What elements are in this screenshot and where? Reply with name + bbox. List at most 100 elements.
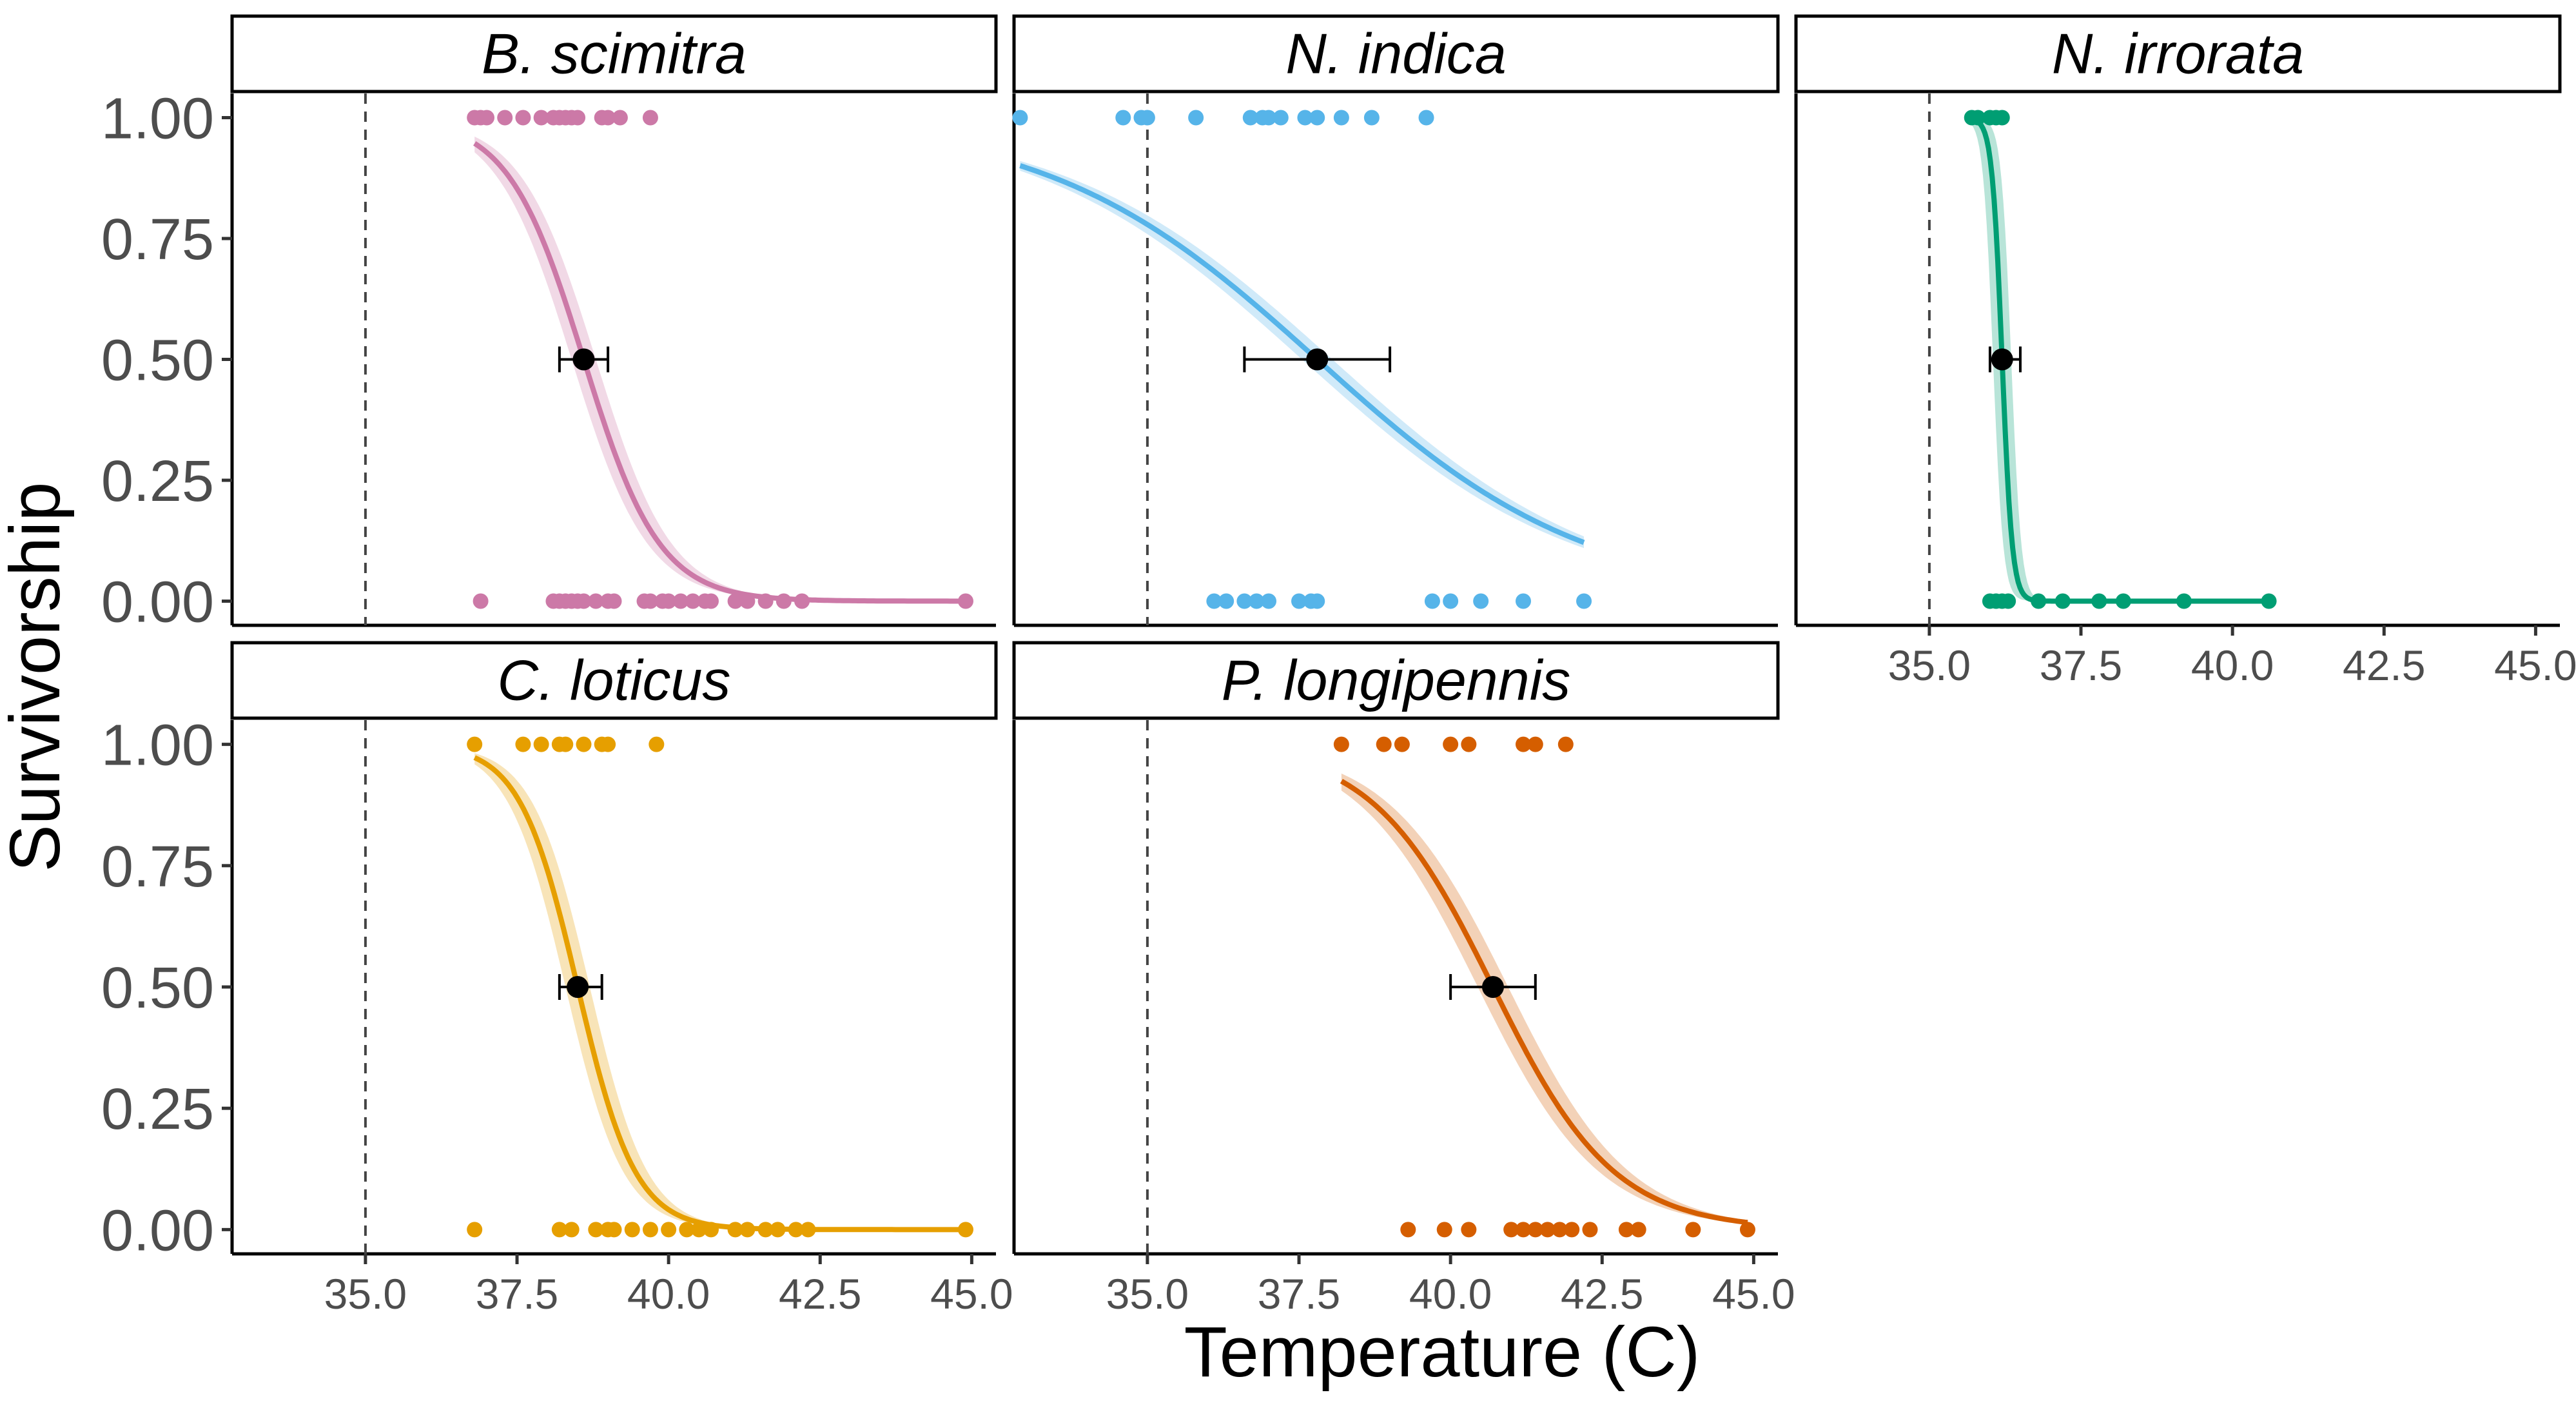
data-point-survived: [1012, 110, 1028, 126]
x-tick-label: 40.0: [1409, 1270, 1492, 1318]
data-point-died: [2176, 593, 2192, 609]
data-point-died: [588, 593, 604, 609]
data-point-died: [1539, 1222, 1556, 1238]
fit-curve: [1019, 163, 1585, 545]
y-tick-label: 0.50: [101, 956, 214, 1020]
data-point-survived: [558, 736, 574, 752]
data-point-survived: [1261, 110, 1276, 126]
y-tick-label: 1.00: [101, 87, 214, 151]
facet-panel: N. irrorata 35.0 37.5 40.0 42.5 45.0: [1794, 14, 2576, 689]
data-point-died: [770, 1222, 786, 1238]
data-point-died: [703, 1222, 719, 1238]
facet-strip: [230, 14, 998, 93]
confidence-band: [474, 753, 966, 1230]
data-point-died: [1685, 1222, 1701, 1238]
data-point-died: [2115, 593, 2131, 609]
data-point-died: [727, 593, 743, 609]
x-tick-label: 45.0: [930, 1270, 1013, 1318]
data-point-survived: [642, 110, 658, 126]
confidence-band: [1341, 773, 1748, 1224]
data-point-died: [2054, 593, 2071, 609]
midpoint-marker: [572, 348, 595, 371]
data-point-survived: [1443, 736, 1459, 752]
data-point-died: [576, 593, 592, 609]
midpoint-marker: [567, 976, 589, 998]
data-point-died: [757, 1222, 774, 1238]
data-point-survived: [1139, 110, 1155, 126]
data-point-survived: [1333, 736, 1349, 752]
facet-panel: N. indica: [1012, 14, 1780, 627]
data-point-survived: [515, 110, 531, 126]
facet-title: N. irrorata: [2052, 22, 2304, 86]
data-point-died: [794, 593, 810, 609]
data-point-died: [1249, 593, 1265, 609]
facet-strip: [1012, 14, 1780, 93]
data-point-died: [1473, 593, 1489, 609]
x-tick-label: 42.5: [1561, 1270, 1643, 1318]
data-point-died: [588, 1222, 604, 1238]
data-point-survived: [1461, 736, 1477, 752]
x-tick-label: 45.0: [2494, 641, 2576, 689]
data-point-died: [739, 593, 756, 609]
data-point-died: [727, 1222, 743, 1238]
data-point-survived: [1376, 736, 1392, 752]
data-point-survived: [1970, 110, 1986, 126]
data-point-died: [467, 1222, 483, 1238]
midpoint-marker: [1991, 348, 2013, 371]
data-point-died: [1424, 593, 1440, 609]
data-point-died: [776, 593, 792, 609]
x-tick-label: 40.0: [627, 1270, 710, 1318]
data-point-died: [2031, 593, 2047, 609]
data-point-survived: [1557, 736, 1574, 752]
data-point-died: [1582, 1222, 1598, 1238]
data-point-died: [1576, 593, 1592, 609]
data-point-survived: [612, 110, 628, 126]
facet-title: B. scimitra: [482, 22, 746, 86]
data-point-died: [1291, 593, 1307, 609]
fit-curve: [473, 141, 966, 604]
data-point-died: [1400, 1222, 1416, 1238]
facet-strip: [1012, 641, 1780, 720]
data-point-died: [642, 1222, 658, 1238]
data-point-survived: [1516, 736, 1531, 752]
data-point-survived: [576, 736, 592, 752]
data-point-died: [1436, 1222, 1452, 1238]
y-tick-label: 0.25: [101, 449, 214, 514]
data-point-died: [2091, 593, 2107, 609]
data-point-survived: [1418, 110, 1434, 126]
data-point-died: [1739, 1222, 1755, 1238]
data-point-died: [685, 593, 701, 609]
data-point-survived: [1363, 110, 1380, 126]
data-point-died: [624, 1222, 640, 1238]
data-point-died: [473, 593, 489, 609]
data-point-died: [1218, 593, 1234, 609]
data-point-died: [2261, 593, 2277, 609]
data-point-died: [1527, 1222, 1543, 1238]
x-axis-label: Temperature (C): [1184, 1313, 1701, 1392]
facet-panel: B. scimitra 0.00 0.25 0.50 0.75 1.00: [101, 14, 998, 635]
data-point-died: [1206, 593, 1222, 609]
midpoint-marker: [1481, 976, 1504, 998]
x-tick-label: 35.0: [1888, 641, 1971, 689]
facet-strip: [230, 641, 998, 720]
data-point-died: [1236, 593, 1253, 609]
data-point-died: [551, 1222, 567, 1238]
data-point-survived: [1242, 110, 1258, 126]
data-point-died: [642, 593, 658, 609]
x-tick-label: 45.0: [1712, 1270, 1795, 1318]
data-point-survived: [1394, 736, 1410, 752]
x-tick-label: 42.5: [779, 1270, 861, 1318]
x-tick-label: 35.0: [1106, 1270, 1189, 1318]
data-point-died: [661, 593, 677, 609]
data-point-died: [1443, 593, 1459, 609]
data-point-died: [661, 1222, 677, 1238]
data-point-died: [1630, 1222, 1646, 1238]
data-point-survived: [515, 736, 531, 752]
data-point-survived: [600, 110, 616, 126]
data-point-died: [606, 593, 622, 609]
data-point-died: [691, 1222, 707, 1238]
facet-title: C. loticus: [498, 649, 731, 712]
fit-curve: [1340, 779, 1748, 1225]
fit-curve: [473, 755, 966, 1233]
